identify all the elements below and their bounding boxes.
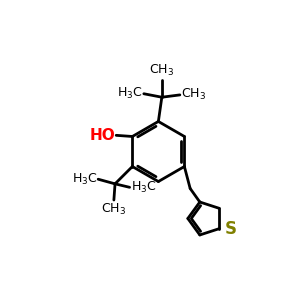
Text: H$_3$C: H$_3$C: [117, 86, 143, 101]
Text: S: S: [224, 220, 236, 238]
Text: CH$_3$: CH$_3$: [181, 87, 206, 103]
Text: H$_3$C: H$_3$C: [130, 180, 156, 195]
Text: CH$_3$: CH$_3$: [149, 63, 174, 78]
Text: CH$_3$: CH$_3$: [101, 202, 126, 218]
Text: H$_3$C: H$_3$C: [72, 172, 97, 187]
Text: HO: HO: [89, 128, 115, 143]
